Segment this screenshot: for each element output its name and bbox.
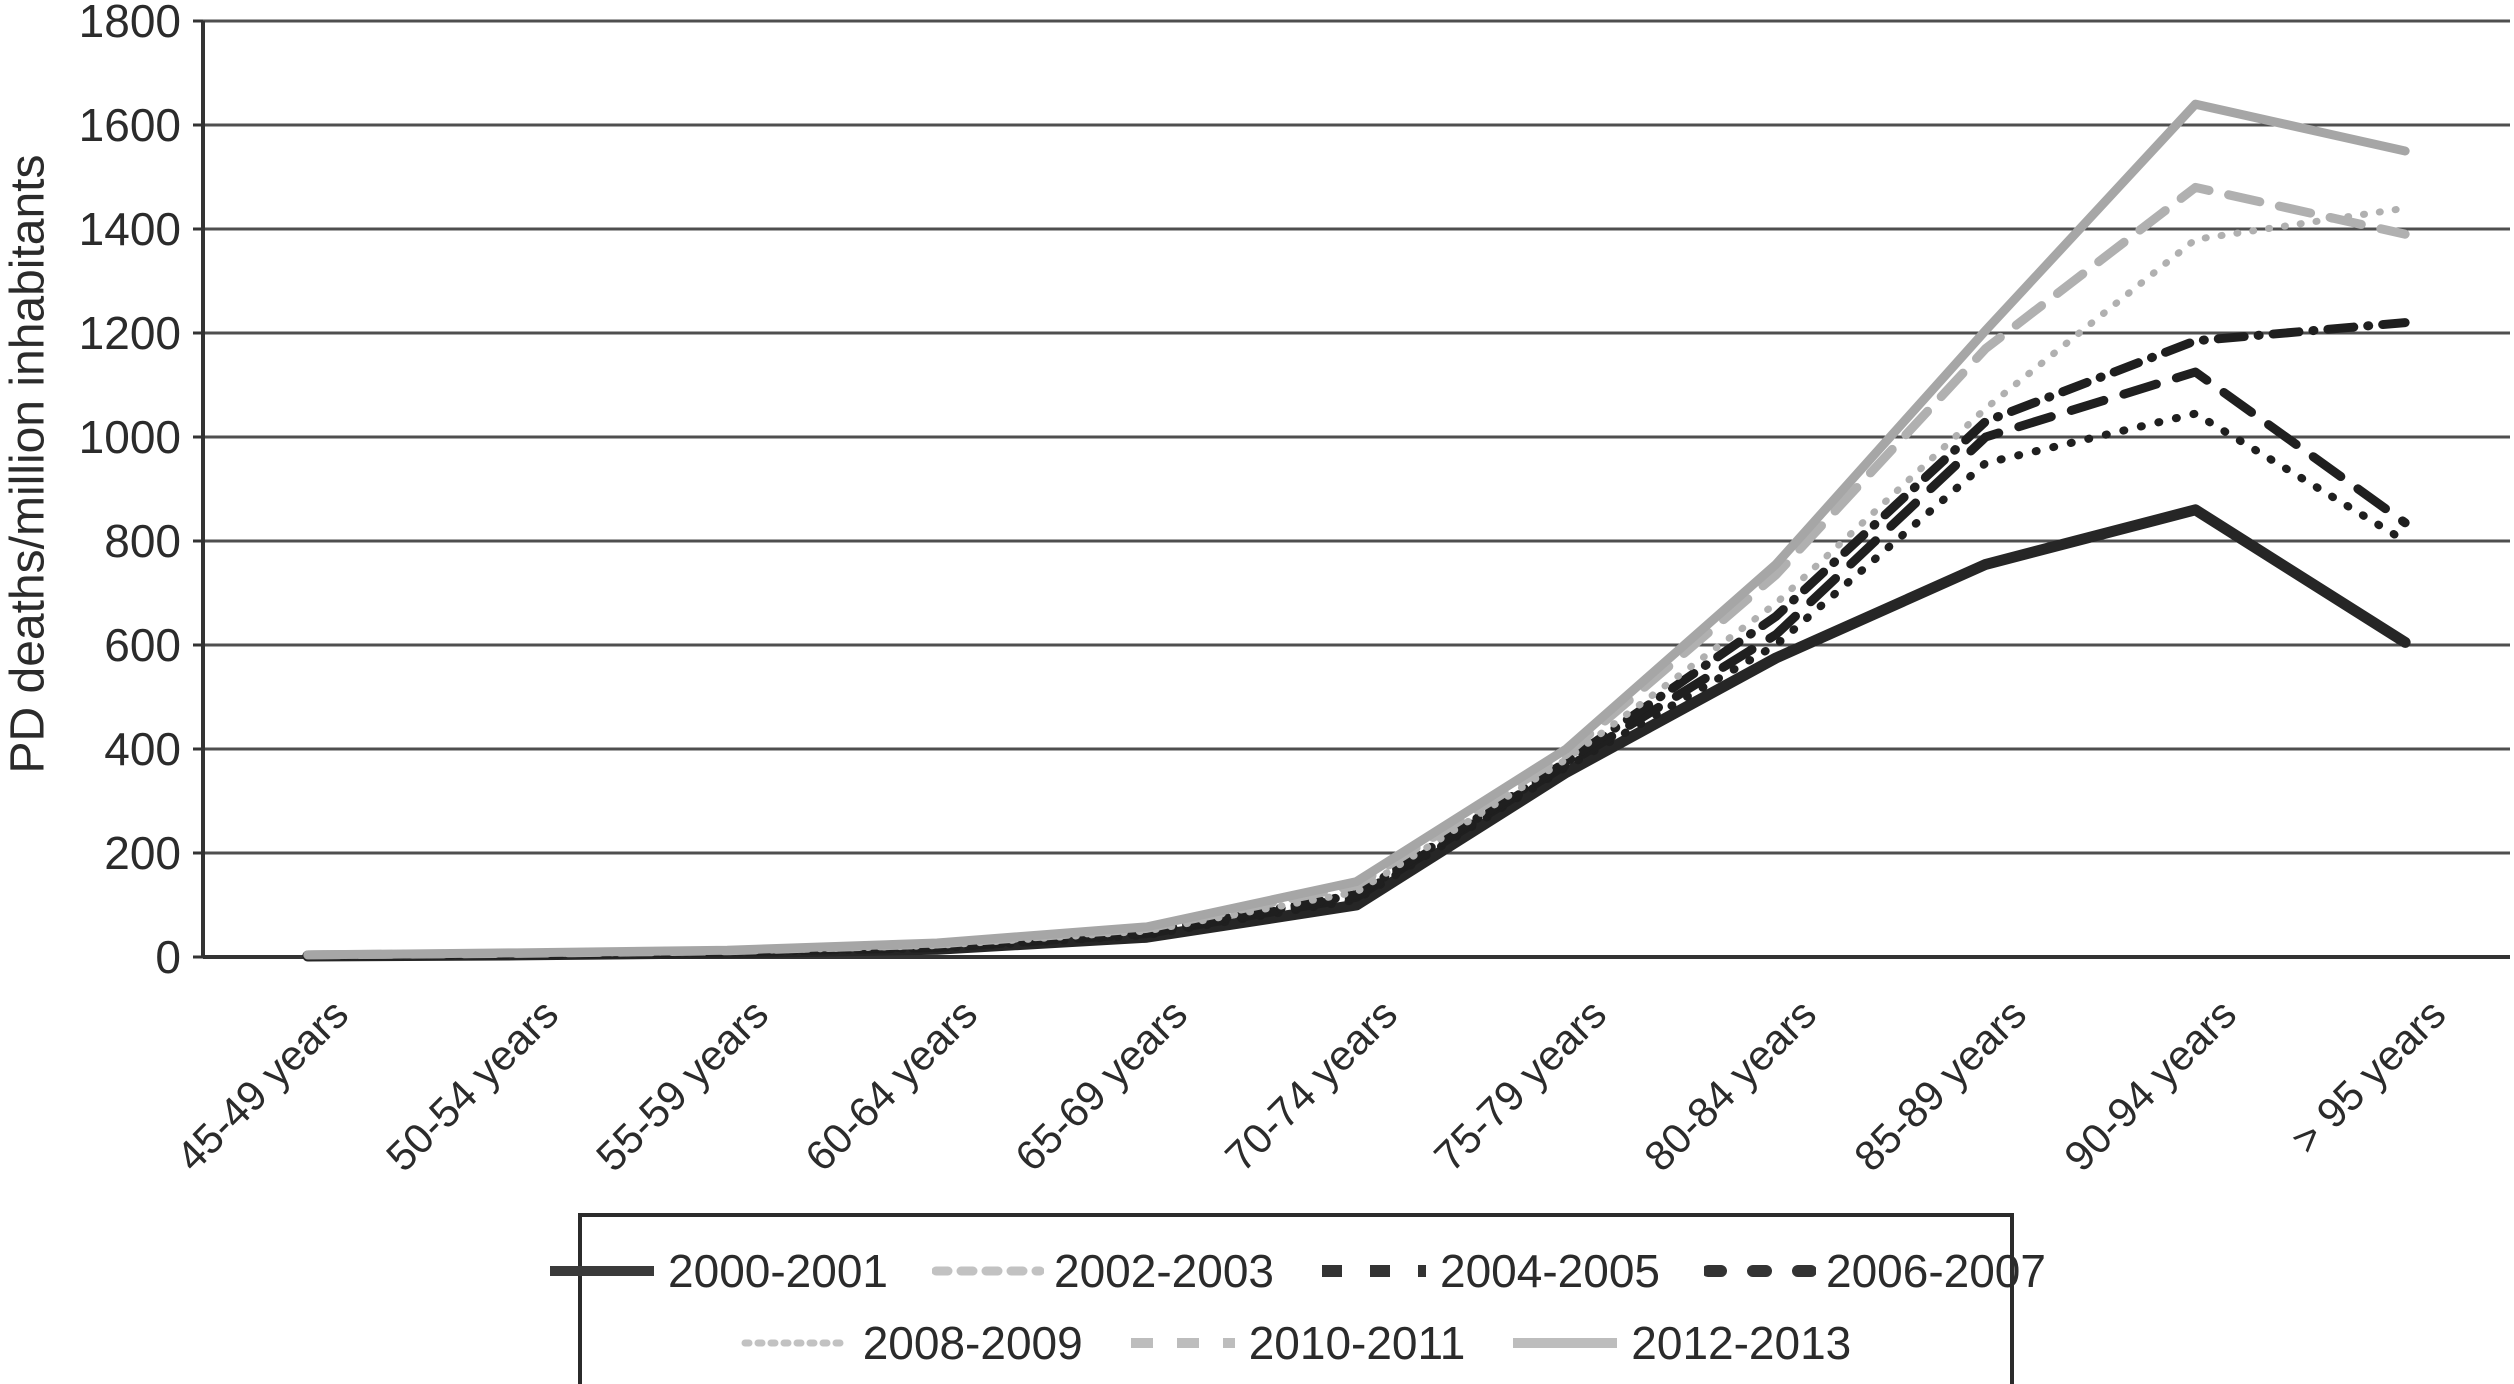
legend-label-2004-2005: 2004-2005 (1440, 1245, 1660, 1297)
y-tick-label-1600: 1600 (78, 99, 181, 151)
y-tick-label-600: 600 (104, 619, 181, 671)
legend-item-2002-2003: 2002-2003 (932, 1244, 1274, 1298)
legend-label-2008-2009: 2008-2009 (862, 1317, 1083, 1369)
legend-label-2010-2011: 2010-2011 (1248, 1317, 1466, 1369)
series-line-2010-2011 (303, 182, 2410, 960)
y-tick-label-1200: 1200 (78, 307, 181, 359)
legend-label-2000-2001: 2000-2001 (668, 1245, 889, 1297)
legend-label-2012-2013: 2012-2013 (1631, 1317, 1852, 1369)
legend-label-2002-2003: 2002-2003 (1054, 1245, 1274, 1297)
series-line-2004-2005 (303, 367, 2410, 960)
y-tick-label-1000: 1000 (78, 411, 181, 463)
series-line-2002-2003 (303, 409, 2410, 960)
legend-label-2006-2007: 2006-2007 (1825, 1245, 2046, 1297)
y-tick-label-1800: 1800 (78, 0, 181, 47)
legend-row-2: 2008-2009 2010-2011 2012-2013 (592, 1307, 2000, 1379)
y-tick-label-800: 800 (104, 515, 181, 567)
legend-swatch-2002-2003 (932, 1266, 1045, 1276)
legend-item-2000-2001: 2000-2001 (546, 1244, 888, 1298)
legend-swatch-2006-2007 (1703, 1265, 1816, 1277)
legend-box: 2000-2001 2002-2003 2004-2005 2006-2007 2008… (550, 1213, 2046, 1384)
series-line-2012-2013 (303, 99, 2410, 960)
legend-item-2004-2005: 2004-2005 (1318, 1244, 1660, 1298)
legend-swatch-2008-2009 (741, 1339, 853, 1347)
y-tick-label-1400: 1400 (78, 203, 181, 255)
legend-item-2012-2013: 2012-2013 (1509, 1316, 1851, 1370)
y-axis-title: PD deaths/million inhabitants (1, 154, 55, 774)
series-line-2006-2007 (303, 318, 2410, 960)
legend-swatch-2000-2001 (550, 1266, 655, 1276)
y-tick-label-400: 400 (104, 723, 181, 775)
legend-item-2008-2009: 2008-2009 (741, 1316, 1083, 1370)
legend-swatch-2010-2011 (1130, 1338, 1235, 1348)
series-line-2008-2009 (304, 204, 2409, 959)
legend-swatch-2004-2005 (1322, 1265, 1426, 1277)
legend-swatch-2012-2013 (1513, 1338, 1618, 1348)
legend-item-2010-2011: 2010-2011 (1127, 1316, 1466, 1370)
y-tick-label-0: 0 (155, 931, 181, 983)
legend-row-1: 2000-2001 2002-2003 2004-2005 2006-2007 (550, 1235, 2046, 1307)
y-tick-label-200: 200 (104, 827, 181, 879)
legend-item-2006-2007: 2006-2007 (1703, 1244, 2046, 1298)
